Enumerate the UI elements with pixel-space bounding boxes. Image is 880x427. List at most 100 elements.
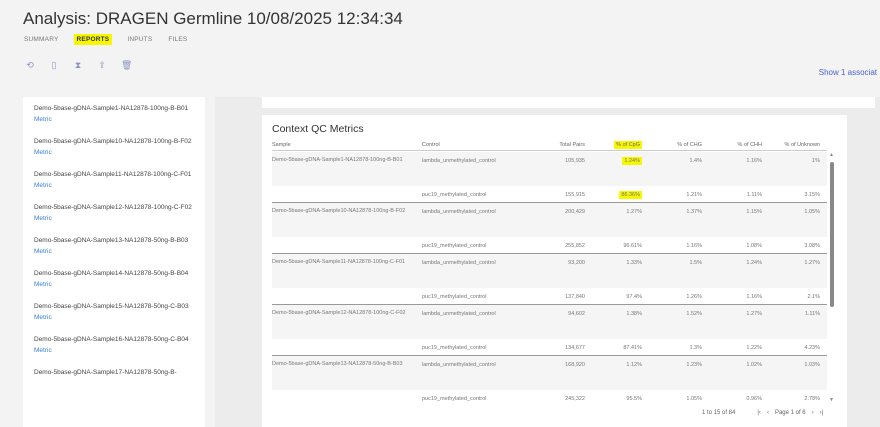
share-icon[interactable]: ⇪ (98, 60, 106, 70)
cell-value: lambda_unmethylated_control (422, 209, 496, 215)
last-page-button[interactable]: ›| (819, 410, 824, 416)
cell-unk: 3.08% (804, 243, 820, 249)
tab-inputs[interactable]: INPUTS (127, 36, 153, 43)
cell-total: 168,920 (565, 362, 585, 368)
rerun-icon[interactable]: ⟲ (26, 60, 34, 70)
table-row[interactable]: puc19_methylated_control 137,840 97.4% 1.26… (272, 288, 827, 305)
table-row[interactable]: puc19_methylated_control 245,322 95.5% 1.05… (272, 390, 827, 403)
metric-link[interactable]: Metric (34, 281, 52, 288)
cell-value: lambda_unmethylated_control (422, 158, 496, 164)
cell-cpg: 1.24% (622, 157, 642, 165)
sample-name: Demo-5base-gDNA-Sample14-NA12878-50ng-B-… (34, 270, 189, 277)
tab-summary[interactable]: SUMMARY (24, 36, 59, 43)
column-header[interactable]: Sample (272, 142, 291, 148)
table-row[interactable]: puc19_methylated_control 155,915 86.36% 1.2… (272, 186, 827, 203)
tab-bar: SUMMARY REPORTS INPUTS FILES (23, 34, 188, 45)
cell-control: puc19_methylated_control (422, 243, 487, 249)
metric-link[interactable]: Metric (34, 116, 52, 123)
cell-sample: Demo-5base-gDNA-Sample1-NA12878-100ng-B-… (272, 152, 412, 169)
metric-link[interactable]: Metric (34, 182, 52, 189)
cell-chg: 1.3% (689, 345, 702, 351)
cell-value: 93,200 (568, 260, 585, 266)
cell-unk: 2.78% (804, 396, 820, 402)
column-header[interactable]: % of Unknown (785, 142, 820, 148)
cell-control: lambda_unmethylated_control (422, 209, 496, 215)
metric-link[interactable]: Metric (34, 215, 52, 222)
table-row[interactable]: Demo-5base-gDNA-Sample12-NA12878-100ng-C… (272, 305, 827, 339)
cell-value: puc19_methylated_control (422, 345, 487, 351)
table-row[interactable]: Demo-5base-gDNA-Sample10-NA12878-100ng-B… (272, 203, 827, 237)
metric-link[interactable]: Metric (34, 314, 52, 321)
table-row[interactable]: Demo-5base-gDNA-Sample1-NA12878-100ng-B-… (272, 152, 827, 186)
sidebar: Demo-5base-gDNA-Sample1-NA12878-100ng-B-… (23, 97, 205, 427)
metric-link[interactable]: Metric (34, 248, 52, 255)
metric-link[interactable]: Metric (34, 149, 52, 156)
cell-value: puc19_methylated_control (422, 396, 487, 402)
cell-total: 255,852 (565, 243, 585, 249)
cell-cpg: 95.5% (626, 396, 642, 402)
cell-value: 1.15% (746, 209, 762, 215)
pagination: 1 to 15 of 84 |‹ ‹ Page 1 of 6 › ›| (702, 410, 823, 416)
cell-chh: 1.08% (746, 243, 762, 249)
cell-value: 1.33% (626, 260, 642, 266)
scroll-up-icon[interactable]: ▲ (829, 152, 834, 158)
scrollbar[interactable]: ▲ ▼ (829, 152, 837, 403)
cell-total: 93,200 (568, 260, 585, 266)
table-body: Demo-5base-gDNA-Sample1-NA12878-100ng-B-… (272, 152, 827, 403)
table-row[interactable]: Demo-5base-gDNA-Sample11-NA12878-100ng-C… (272, 254, 827, 288)
tab-files[interactable]: FILES (168, 36, 188, 43)
show-associated-link[interactable]: Show 1 associat (818, 68, 877, 77)
cell-value: 2.1% (807, 294, 820, 300)
cell-value: 155,915 (565, 192, 585, 198)
cell-value: 1.16% (686, 243, 702, 249)
cell-chh: 1.16% (746, 158, 762, 164)
metric-link[interactable]: Metric (34, 347, 52, 354)
cell-value: lambda_unmethylated_control (422, 260, 496, 266)
cell-value: lambda_unmethylated_control (422, 362, 496, 368)
cell-value: 1.02% (746, 362, 762, 368)
cell-value: 1.05% (686, 396, 702, 402)
sample-name: Demo-5base-gDNA-Sample15-NA12878-50ng-C-… (34, 303, 189, 310)
table-row[interactable]: Demo-5base-gDNA-Sample13-NA12878-50ng-B-… (272, 356, 827, 390)
cell-total: 105,935 (565, 158, 585, 164)
cell-value: puc19_methylated_control (422, 243, 487, 249)
cell-value: 1.11% (804, 311, 820, 317)
cell-value: puc19_methylated_control (422, 294, 487, 300)
scroll-down-icon[interactable]: ▼ (829, 397, 834, 403)
sample-name: Demo-5base-gDNA-Sample16-NA12878-50ng-C-… (34, 336, 189, 343)
table-row[interactable]: puc19_methylated_control 134,677 87.41% 1.3… (272, 339, 827, 356)
next-page-button[interactable]: › (811, 410, 814, 416)
cell-value: 1% (812, 158, 820, 164)
list-item: Demo-5base-gDNA-Sample14-NA12878-50ng-B-… (34, 268, 194, 290)
cell-chh: 1.24% (746, 260, 762, 266)
cell-value: 96.61% (623, 243, 642, 249)
table-row[interactable]: puc19_methylated_control 255,852 96.61% 1.1… (272, 237, 827, 254)
scrollbar-thumb[interactable] (830, 162, 834, 307)
cell-value: 1.22% (746, 345, 762, 351)
cell-value: 255,852 (565, 243, 585, 249)
sample-name: Demo-5base-gDNA-Sample13-NA12878-50ng-B-… (34, 237, 189, 244)
tab-reports[interactable]: REPORTS (73, 34, 113, 45)
hourglass-icon[interactable]: ⧗ (74, 60, 82, 70)
cell-cpg: 1.12% (626, 362, 642, 368)
first-page-button[interactable]: |‹ (757, 410, 761, 416)
column-header[interactable]: % of CpG (614, 141, 642, 149)
file-icon[interactable]: ▯ (51, 60, 57, 70)
cell-unk: 3.15% (804, 192, 820, 198)
cell-value: 1.12% (626, 362, 642, 368)
cell-chg: 1.16% (686, 243, 702, 249)
column-header[interactable]: Total Pairs (559, 142, 585, 148)
prev-page-button[interactable]: ‹ (766, 410, 769, 416)
column-header[interactable]: % of CHH (738, 142, 762, 148)
cell-value: 97.4% (626, 294, 642, 300)
cell-value: 200,429 (565, 209, 585, 215)
cell-value: 1.03% (804, 362, 820, 368)
column-header[interactable]: % of CHG (677, 142, 702, 148)
cell-sample: Demo-5base-gDNA-Sample12-NA12878-100ng-C… (272, 305, 412, 322)
trash-icon[interactable]: 🗑 (121, 60, 133, 70)
cell-chg: 1.05% (686, 396, 702, 402)
list-item: Demo-5base-gDNA-Sample1-NA12878-100ng-B-… (34, 103, 194, 125)
cell-chg: 1.5% (689, 260, 702, 266)
top-card (262, 97, 875, 108)
column-header[interactable]: Control (422, 142, 440, 148)
